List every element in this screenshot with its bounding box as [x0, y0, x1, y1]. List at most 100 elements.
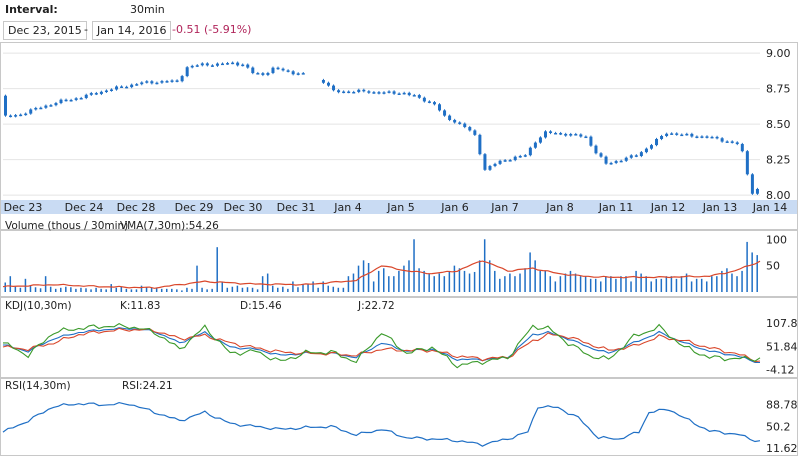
- price-candle: [392, 91, 396, 94]
- kdj-series-label: K:11.83: [120, 300, 160, 312]
- price-candle: [629, 155, 633, 158]
- volume-tick-label: 100: [766, 233, 787, 246]
- date-tick-label: Dec 31: [277, 201, 316, 214]
- price-candle: [458, 122, 462, 124]
- volume-bar: [448, 270, 451, 292]
- volume-bar: [423, 270, 425, 292]
- price-candle: [286, 70, 290, 72]
- interval-label: Interval:: [5, 3, 58, 16]
- volume-bar: [605, 276, 607, 292]
- volume-bar: [483, 239, 486, 292]
- price-candle: [49, 105, 53, 107]
- price-candle: [271, 67, 275, 73]
- volume-bar: [372, 281, 375, 292]
- price-candle: [236, 62, 240, 66]
- kdj-line-k: [2, 327, 761, 364]
- price-candle: [342, 91, 346, 94]
- price-candle: [710, 136, 714, 139]
- price-candle: [326, 82, 330, 86]
- volume-bar: [352, 273, 355, 292]
- volume-bar: [221, 281, 224, 292]
- kdj-series-label: D:15.46: [240, 300, 282, 312]
- interval-value[interactable]: 30min: [130, 3, 165, 16]
- price-candle: [74, 98, 78, 100]
- price-candle: [594, 145, 598, 154]
- end-date-field[interactable]: Jan 14, 2016: [92, 21, 172, 40]
- volume-bar: [282, 286, 284, 292]
- price-candle: [94, 93, 98, 95]
- volume-bar: [600, 281, 602, 292]
- volume-bar: [241, 287, 244, 292]
- price-candle: [382, 92, 386, 94]
- price-candle: [604, 156, 608, 164]
- volume-ma-label: VMA(7,30m):54.26: [120, 220, 219, 232]
- volume-bar: [403, 265, 405, 292]
- volume-bar: [670, 276, 673, 292]
- price-candle: [660, 136, 664, 139]
- volume-bar: [453, 265, 456, 292]
- volume-bar: [539, 270, 541, 292]
- volume-bar: [463, 270, 466, 292]
- volume-bar: [625, 276, 627, 292]
- price-candle: [205, 63, 209, 66]
- price-candle: [210, 65, 214, 67]
- price-candle: [226, 63, 230, 65]
- price-candle: [165, 81, 169, 83]
- volume-bar: [705, 281, 708, 292]
- volume-bar: [584, 276, 587, 292]
- date-tick-label: Jan 13: [702, 201, 737, 214]
- volume-bar: [554, 281, 557, 292]
- price-candle: [533, 142, 537, 148]
- price-candle: [725, 141, 729, 143]
- price-candle: [190, 65, 194, 68]
- price-tick-label: 8.25: [766, 154, 791, 167]
- price-candle: [690, 133, 694, 137]
- volume-bar: [529, 252, 531, 292]
- price-candle: [639, 152, 643, 157]
- volume-bar: [494, 270, 496, 292]
- price-candle: [518, 155, 522, 158]
- volume-bar: [29, 285, 32, 292]
- volume-bar: [458, 268, 461, 292]
- volume-bar: [65, 286, 67, 292]
- kdj-tick-label: 107.8: [766, 317, 798, 330]
- volume-bar: [105, 289, 107, 292]
- volume-bar: [19, 287, 22, 292]
- volume-bar: [756, 255, 758, 292]
- volume-bar: [367, 263, 370, 292]
- start-date-field[interactable]: Dec 23, 2015: [3, 21, 87, 40]
- price-candle: [337, 90, 341, 93]
- price-candle: [443, 110, 447, 116]
- kdj-line-d: [2, 327, 761, 363]
- volume-bar: [504, 276, 506, 292]
- volume-bar: [196, 265, 198, 292]
- volume-bar: [746, 241, 748, 292]
- volume-tick-label: 50: [766, 260, 780, 273]
- volume-bar: [256, 289, 259, 292]
- volume-bar: [85, 288, 87, 292]
- date-tick-label: Dec 23: [4, 201, 43, 214]
- volume-bar: [630, 281, 632, 292]
- volume-bar: [337, 287, 340, 292]
- volume-bar: [751, 252, 753, 292]
- kdj-line-j: [3, 322, 761, 369]
- price-change: -0.51 (-5.91%): [172, 23, 252, 36]
- price-candle: [422, 97, 426, 102]
- price-candle: [432, 102, 436, 105]
- price-candle: [750, 174, 754, 194]
- volume-bar: [9, 276, 12, 292]
- volume-bar: [433, 276, 435, 292]
- price-candle: [508, 160, 512, 162]
- volume-bar: [191, 288, 193, 292]
- price-tick-label: 8.00: [766, 189, 791, 202]
- price-candle: [498, 160, 502, 164]
- price-candle: [362, 89, 366, 92]
- volume-bar: [377, 270, 380, 292]
- price-candle: [619, 160, 623, 163]
- volume-bar: [655, 278, 658, 292]
- price-candle: [29, 109, 33, 114]
- price-candle: [715, 136, 719, 139]
- volume-bar: [408, 260, 410, 292]
- price-candle: [720, 138, 724, 142]
- price-candle: [185, 67, 189, 77]
